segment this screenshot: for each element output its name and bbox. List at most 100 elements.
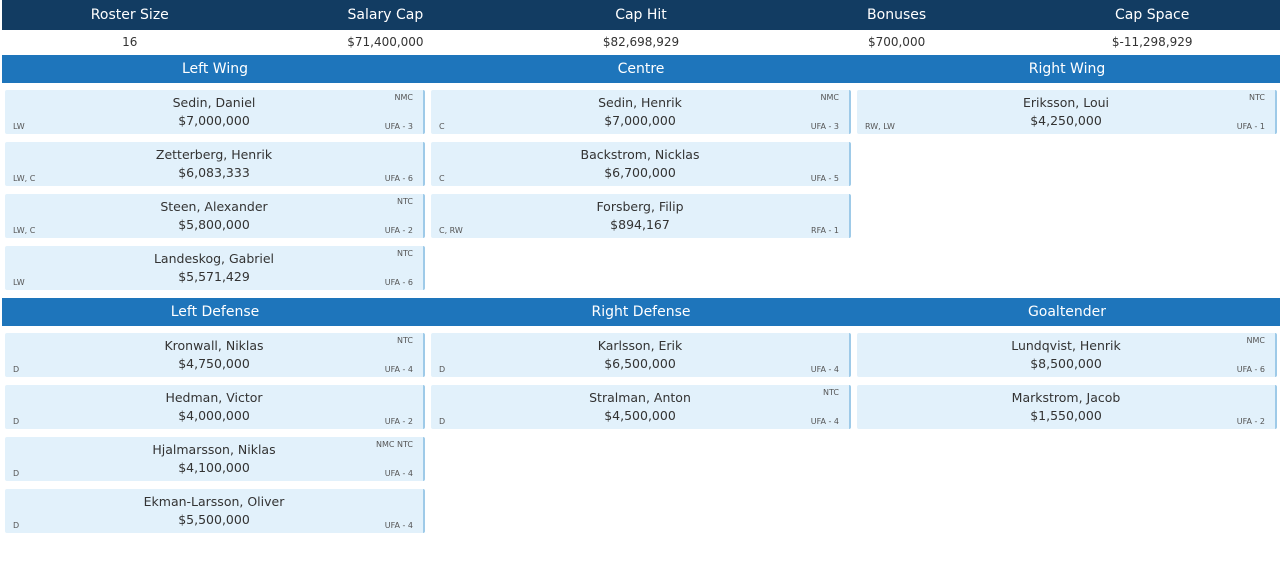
bonuses-value: $700,000 — [867, 35, 926, 49]
player-card[interactable]: Lundqvist, Henrik $8,500,000 UFA - 6 NMC — [857, 333, 1277, 377]
player-card[interactable]: Hedman, Victor $4,000,000 D UFA - 2 — [5, 385, 425, 429]
salary-cap-header: Salary Cap — [347, 7, 424, 23]
player-cap-hit: $1,550,000 — [1030, 408, 1102, 423]
forwards-position-header: Left Wing Centre Right Wing — [2, 55, 1280, 83]
trade-clause: NMC — [820, 93, 839, 102]
centre-header: Centre — [617, 61, 665, 77]
trade-clause: NMC NTC — [375, 440, 413, 449]
player-card[interactable]: Landeskog, Gabriel $5,571,429 LW UFA - 6 NTC — [5, 246, 425, 290]
left-wing-column: Sedin, Daniel $7,000,000 LW UFA - 3 NMC Zette… — [5, 90, 425, 298]
player-cap-hit: $4,500,000 — [604, 408, 676, 423]
cap-hit-header: Cap Hit — [615, 7, 667, 23]
cap-summary-header: Roster Size Salary Cap Cap Hit Bonuses C… — [2, 0, 1280, 30]
player-position: D — [13, 521, 20, 530]
player-card[interactable]: Eriksson, Loui $4,250,000 RW, LW UFA - 1 NTC — [857, 90, 1277, 134]
player-name[interactable]: Markstrom, Jacob — [1011, 390, 1121, 405]
contract-expiry: UFA - 6 — [1236, 365, 1265, 374]
player-position: C — [439, 174, 445, 183]
player-cap-hit: $7,000,000 — [178, 113, 250, 128]
goaltender-column: Lundqvist, Henrik $8,500,000 UFA - 6 NMC Mar… — [857, 333, 1277, 437]
player-name[interactable]: Hjalmarsson, Niklas — [152, 442, 276, 457]
player-cap-hit: $5,500,000 — [178, 512, 250, 527]
player-name[interactable]: Sedin, Daniel — [172, 95, 256, 110]
player-name[interactable]: Sedin, Henrik — [598, 95, 682, 110]
player-cap-hit: $5,800,000 — [178, 217, 250, 232]
left-defense-header: Left Defense — [170, 304, 260, 320]
player-position: D — [439, 365, 446, 374]
contract-expiry: UFA - 4 — [384, 521, 413, 530]
player-position: LW, C — [13, 226, 36, 235]
contract-expiry: UFA - 6 — [384, 278, 413, 287]
bonuses-header: Bonuses — [867, 7, 927, 23]
right-wing-header: Right Wing — [1028, 61, 1106, 77]
contract-expiry: UFA - 1 — [1236, 122, 1265, 131]
player-cap-hit: $894,167 — [610, 217, 670, 232]
player-position: D — [439, 417, 446, 426]
contract-expiry: UFA - 3 — [384, 122, 413, 131]
trade-clause: NTC — [397, 249, 413, 258]
player-cap-hit: $8,500,000 — [1030, 356, 1102, 371]
contract-expiry: UFA - 4 — [810, 365, 839, 374]
trade-clause: NMC — [394, 93, 413, 102]
player-name[interactable]: Hedman, Victor — [165, 390, 263, 405]
trade-clause: NTC — [1249, 93, 1265, 102]
player-card[interactable]: Markstrom, Jacob $1,550,000 UFA - 2 — [857, 385, 1277, 429]
player-card[interactable]: Zetterberg, Henrik $6,083,333 LW, C UFA - 6 — [5, 142, 425, 186]
goaltender-header: Goaltender — [1027, 304, 1107, 320]
right-wing-column: Eriksson, Loui $4,250,000 RW, LW UFA - 1 NTC — [857, 90, 1277, 142]
player-card[interactable]: Backstrom, Nicklas $6,700,000 C UFA - 5 — [431, 142, 851, 186]
trade-clause: NMC — [1246, 336, 1265, 345]
player-cap-hit: $4,100,000 — [178, 460, 250, 475]
centre-column: Sedin, Henrik $7,000,000 C UFA - 3 NMC Backst… — [431, 90, 851, 246]
left-wing-header: Left Wing — [182, 61, 248, 77]
player-name[interactable]: Stralman, Anton — [589, 390, 691, 405]
player-position: C, RW — [439, 226, 463, 235]
contract-expiry: RFA - 1 — [811, 226, 839, 235]
contract-expiry: UFA - 2 — [1236, 417, 1265, 426]
contract-expiry: UFA - 5 — [810, 174, 839, 183]
player-card[interactable]: Stralman, Anton $4,500,000 D UFA - 4 NTC — [431, 385, 851, 429]
player-position: LW — [13, 122, 25, 131]
player-name[interactable]: Karlsson, Erik — [597, 338, 683, 353]
trade-clause: NTC — [397, 336, 413, 345]
player-card[interactable]: Ekman-Larsson, Oliver $5,500,000 D UFA - 4 — [5, 489, 425, 533]
player-position: C — [439, 122, 445, 131]
player-card[interactable]: Hjalmarsson, Niklas $4,100,000 D UFA - 4 NMC… — [5, 437, 425, 481]
contract-expiry: UFA - 2 — [384, 417, 413, 426]
player-position: LW, C — [13, 174, 36, 183]
player-cap-hit: $4,750,000 — [178, 356, 250, 371]
player-name[interactable]: Lundqvist, Henrik — [1011, 338, 1121, 353]
player-card[interactable]: Steen, Alexander $5,800,000 LW, C UFA - 2 NT… — [5, 194, 425, 238]
contract-expiry: UFA - 2 — [384, 226, 413, 235]
player-name[interactable]: Eriksson, Loui — [1022, 95, 1110, 110]
player-card[interactable]: Kronwall, Niklas $4,750,000 D UFA - 4 NTC — [5, 333, 425, 377]
player-name[interactable]: Landeskog, Gabriel — [153, 251, 275, 266]
player-card[interactable]: Forsberg, Filip $894,167 C, RW RFA - 1 — [431, 194, 851, 238]
player-cap-hit: $6,700,000 — [604, 165, 676, 180]
contract-expiry: UFA - 4 — [384, 365, 413, 374]
player-position: RW, LW — [865, 122, 895, 131]
cap-space-value: $-11,298,929 — [1111, 35, 1193, 49]
player-name[interactable]: Ekman-Larsson, Oliver — [143, 494, 285, 509]
player-name[interactable]: Backstrom, Nicklas — [580, 147, 700, 162]
player-position: LW — [13, 278, 25, 287]
player-card[interactable]: Sedin, Daniel $7,000,000 LW UFA - 3 NMC — [5, 90, 425, 134]
right-defense-column: Karlsson, Erik $6,500,000 D UFA - 4 Stralman… — [431, 333, 851, 437]
contract-expiry: UFA - 4 — [384, 469, 413, 478]
player-card[interactable]: Karlsson, Erik $6,500,000 D UFA - 4 — [431, 333, 851, 377]
player-name[interactable]: Forsberg, Filip — [596, 199, 684, 214]
player-cap-hit: $5,571,429 — [178, 269, 250, 284]
player-name[interactable]: Kronwall, Niklas — [164, 338, 264, 353]
player-name[interactable]: Zetterberg, Henrik — [155, 147, 273, 162]
player-cap-hit: $4,250,000 — [1030, 113, 1102, 128]
player-name[interactable]: Steen, Alexander — [160, 199, 268, 214]
roster-size-header: Roster Size — [90, 7, 169, 23]
cap-summary-values: 16 $71,400,000 $82,698,929 $700,000 $-11… — [2, 32, 1280, 52]
player-position: D — [13, 469, 20, 478]
trade-clause: NTC — [397, 197, 413, 206]
player-card[interactable]: Sedin, Henrik $7,000,000 C UFA - 3 NMC — [431, 90, 851, 134]
defense-position-header: Left Defense Right Defense Goaltender — [2, 298, 1280, 326]
trade-clause: NTC — [823, 388, 839, 397]
player-cap-hit: $4,000,000 — [178, 408, 250, 423]
cap-space-header: Cap Space — [1115, 7, 1190, 23]
